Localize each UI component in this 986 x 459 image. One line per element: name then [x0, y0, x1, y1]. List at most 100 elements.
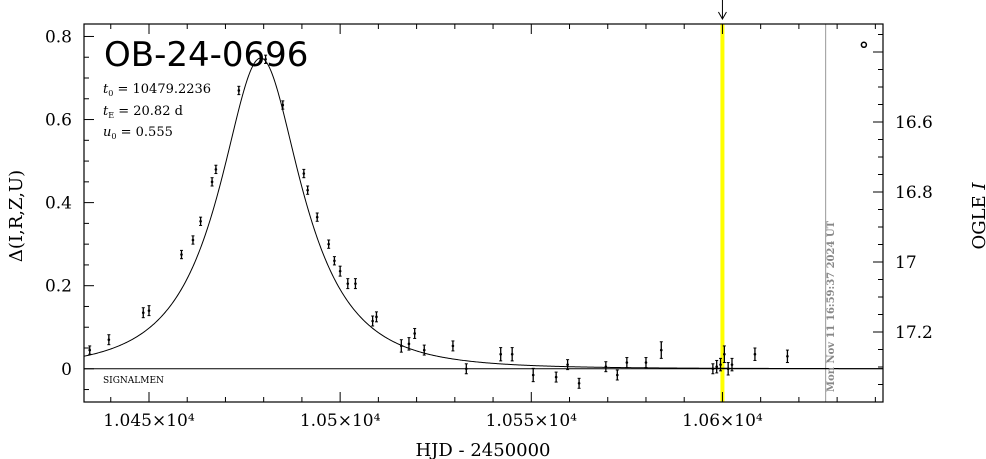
open-point [860, 41, 868, 49]
point-marker [499, 352, 503, 356]
data-points [88, 41, 868, 389]
x-tick-label: 1.045×10⁴ [103, 411, 195, 431]
point-marker [510, 352, 514, 356]
y-tick-label: 0 [61, 360, 72, 380]
data-point [499, 347, 503, 362]
data-point [332, 256, 336, 266]
data-point [88, 345, 92, 355]
data-point [407, 337, 411, 351]
point-marker [210, 180, 214, 184]
data-point [237, 85, 241, 96]
y-tick-label: 0.4 [45, 194, 72, 214]
data-point [422, 344, 426, 356]
data-point [715, 359, 719, 374]
point-marker [191, 238, 195, 242]
y2-tick-label: 16.6 [895, 113, 933, 133]
y2-tick-label: 17.2 [895, 323, 933, 343]
data-point [644, 357, 648, 369]
data-point [179, 249, 183, 260]
point-marker [306, 188, 309, 192]
point-marker [730, 363, 734, 366]
timestamp-stamp: Mon Nov 11 16:59:37 2024 UT [826, 220, 837, 392]
point-marker [659, 348, 663, 352]
data-point [604, 361, 608, 373]
tick-labels: 1.045×10⁴ 1.05×10⁴ 1.055×10⁴ 1.06×10⁴ 0 0.2 0.… [45, 27, 933, 431]
y-tick-label: 0.2 [45, 277, 72, 297]
data-point [191, 235, 195, 245]
data-point [302, 168, 306, 179]
marker-lines [718, 0, 827, 402]
point-marker [531, 373, 535, 377]
point-marker [753, 352, 757, 356]
point-marker [723, 352, 726, 356]
point-marker [327, 242, 330, 246]
point-marker [180, 253, 183, 256]
point-marker [214, 168, 218, 171]
point-marker [719, 363, 722, 366]
chart-title: OB-24-0696 [104, 35, 308, 75]
data-point [577, 377, 581, 389]
model-curve [83, 57, 884, 370]
data-point [531, 367, 535, 383]
data-point [210, 177, 214, 187]
param-u0: u0 = 0.555 [103, 125, 173, 141]
point-marker [604, 365, 608, 368]
arrow-head [718, 11, 727, 21]
point-marker [346, 282, 350, 285]
point-marker [715, 365, 719, 368]
data-point [451, 340, 455, 352]
y2-tick-label: 17 [895, 253, 917, 273]
data-point [399, 339, 403, 353]
data-point [659, 341, 663, 359]
point-marker [338, 269, 342, 273]
data-point [566, 359, 570, 371]
data-point [147, 305, 151, 317]
data-point [107, 334, 111, 346]
point-marker [451, 344, 455, 348]
data-point [214, 164, 218, 175]
param-t0: t0 = 10479.2236 [103, 82, 211, 98]
x-axis-title: HJD - 2450000 [415, 440, 550, 459]
data-point [722, 345, 726, 364]
axes [83, 23, 884, 403]
point-marker [281, 103, 285, 107]
data-point [338, 265, 342, 277]
data-point [141, 307, 145, 319]
data-point [615, 369, 619, 381]
plot-frame [83, 23, 884, 403]
y-axis-title: Δ(I,R,Z,U) [6, 170, 27, 262]
point-marker [88, 348, 92, 352]
point-marker [413, 332, 416, 335]
point-marker [315, 215, 319, 219]
data-point [625, 357, 629, 369]
y2-tick-label: 16.8 [895, 183, 933, 203]
point-marker [107, 338, 111, 341]
data-point [315, 212, 319, 222]
data-point [785, 349, 789, 364]
point-marker [400, 344, 403, 348]
y-tick-label: 0.8 [45, 27, 72, 47]
point-marker [147, 309, 151, 312]
y-tick-label: 0.6 [45, 111, 72, 131]
point-marker [625, 361, 629, 364]
model-curve-group [83, 57, 884, 370]
data-point [264, 54, 268, 64]
point-marker [264, 58, 267, 61]
point-marker [566, 363, 569, 366]
data-point [753, 347, 757, 361]
data-point [306, 185, 310, 195]
point-marker [644, 361, 648, 364]
point-marker [141, 311, 145, 314]
point-marker [237, 89, 241, 92]
point-marker [422, 348, 426, 352]
signalmen-label: SIGNALMEN [103, 376, 164, 386]
x-tick-label: 1.06×10⁴ [682, 411, 763, 431]
point-marker [786, 355, 789, 358]
x-tick-label: 1.05×10⁴ [300, 411, 381, 431]
point-marker [577, 382, 581, 385]
data-point [510, 347, 514, 362]
data-point [346, 278, 350, 290]
parameters: t0 = 10479.2236 tE = 20.82 d u0 = 0.555 [103, 82, 211, 141]
point-marker [354, 282, 357, 285]
